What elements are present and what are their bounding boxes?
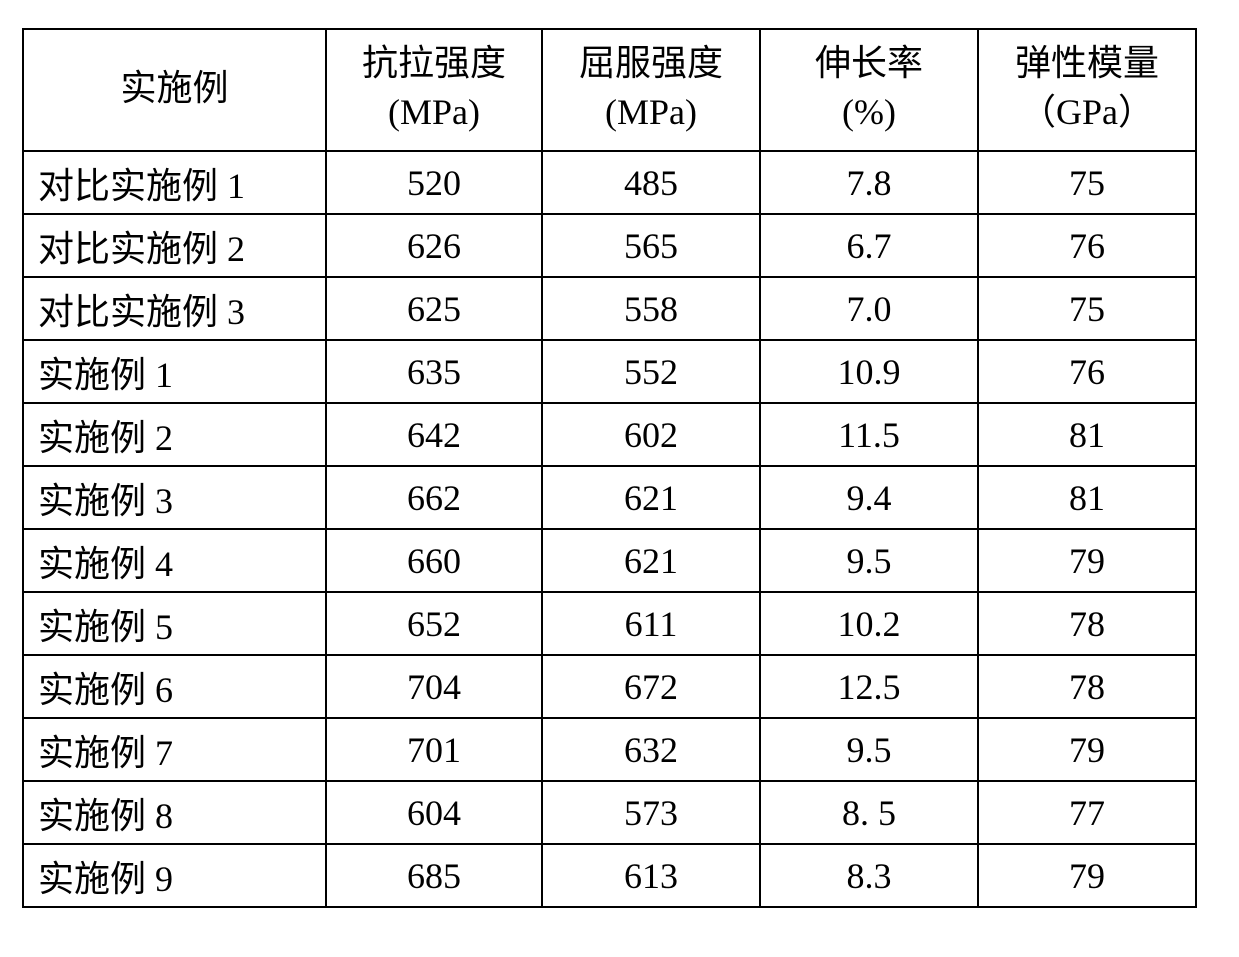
cell-yield: 611 — [542, 592, 760, 655]
cell-modulus: 76 — [978, 340, 1196, 403]
table-row: 实施例 565261110.278 — [23, 592, 1196, 655]
cell-tensile: 701 — [326, 718, 542, 781]
header-example-line1: 实施例 — [28, 64, 321, 113]
cell-tensile: 685 — [326, 844, 542, 907]
table-row: 实施例 96856138.379 — [23, 844, 1196, 907]
cell-tensile: 635 — [326, 340, 542, 403]
cell-yield: 485 — [542, 151, 760, 214]
cell-tensile: 660 — [326, 529, 542, 592]
table-row: 对比实施例 15204857.875 — [23, 151, 1196, 214]
cell-elong: 10.2 — [760, 592, 978, 655]
cell-elong: 6.7 — [760, 214, 978, 277]
cell-yield: 602 — [542, 403, 760, 466]
cell-yield: 565 — [542, 214, 760, 277]
cell-yield: 573 — [542, 781, 760, 844]
header-modulus-line2: （GPa） — [983, 88, 1191, 137]
cell-modulus: 75 — [978, 277, 1196, 340]
cell-modulus: 78 — [978, 592, 1196, 655]
cell-label: 实施例 1 — [23, 340, 326, 403]
cell-tensile: 662 — [326, 466, 542, 529]
cell-modulus: 77 — [978, 781, 1196, 844]
cell-tensile: 520 — [326, 151, 542, 214]
header-row: 实施例 抗拉强度(MPa) 屈服强度(MPa) 伸长率(%) 弹性模量（GPa） — [23, 29, 1196, 151]
cell-label: 实施例 2 — [23, 403, 326, 466]
cell-modulus: 78 — [978, 655, 1196, 718]
cell-label: 实施例 8 — [23, 781, 326, 844]
cell-elong: 12.5 — [760, 655, 978, 718]
table-body: 对比实施例 15204857.875 对比实施例 26265656.776 对比… — [23, 151, 1196, 907]
cell-elong: 10.9 — [760, 340, 978, 403]
cell-yield: 621 — [542, 466, 760, 529]
cell-elong: 9.5 — [760, 529, 978, 592]
header-example: 实施例 — [23, 29, 326, 151]
header-modulus: 弹性模量（GPa） — [978, 29, 1196, 151]
header-tensile: 抗拉强度(MPa) — [326, 29, 542, 151]
cell-label: 实施例 3 — [23, 466, 326, 529]
header-tensile-line2: (MPa) — [331, 88, 537, 137]
material-properties-table: 实施例 抗拉强度(MPa) 屈服强度(MPa) 伸长率(%) 弹性模量（GPa）… — [22, 28, 1197, 908]
cell-label: 对比实施例 1 — [23, 151, 326, 214]
table-row: 实施例 163555210.976 — [23, 340, 1196, 403]
cell-elong: 8.3 — [760, 844, 978, 907]
table-row: 实施例 670467212.578 — [23, 655, 1196, 718]
cell-modulus: 75 — [978, 151, 1196, 214]
cell-yield: 621 — [542, 529, 760, 592]
cell-elong: 9.5 — [760, 718, 978, 781]
cell-modulus: 79 — [978, 844, 1196, 907]
cell-tensile: 642 — [326, 403, 542, 466]
table-row: 实施例 86045738. 577 — [23, 781, 1196, 844]
header-elong: 伸长率(%) — [760, 29, 978, 151]
table-row: 实施例 264260211.581 — [23, 403, 1196, 466]
cell-modulus: 81 — [978, 466, 1196, 529]
cell-tensile: 604 — [326, 781, 542, 844]
cell-label: 实施例 4 — [23, 529, 326, 592]
header-modulus-line1: 弹性模量 — [983, 39, 1191, 88]
cell-yield: 632 — [542, 718, 760, 781]
header-elong-line1: 伸长率 — [765, 39, 973, 88]
cell-tensile: 704 — [326, 655, 542, 718]
header-yield: 屈服强度(MPa) — [542, 29, 760, 151]
header-tensile-line1: 抗拉强度 — [331, 39, 537, 88]
header-elong-line2: (%) — [765, 88, 973, 137]
cell-label: 实施例 5 — [23, 592, 326, 655]
table-row: 对比实施例 36255587.075 — [23, 277, 1196, 340]
cell-label: 实施例 9 — [23, 844, 326, 907]
cell-label: 对比实施例 2 — [23, 214, 326, 277]
cell-label: 实施例 7 — [23, 718, 326, 781]
cell-tensile: 626 — [326, 214, 542, 277]
cell-elong: 7.8 — [760, 151, 978, 214]
table-row: 对比实施例 26265656.776 — [23, 214, 1196, 277]
cell-label: 对比实施例 3 — [23, 277, 326, 340]
cell-yield: 558 — [542, 277, 760, 340]
cell-elong: 8. 5 — [760, 781, 978, 844]
cell-modulus: 81 — [978, 403, 1196, 466]
cell-label: 实施例 6 — [23, 655, 326, 718]
header-yield-line2: (MPa) — [547, 88, 755, 137]
cell-yield: 613 — [542, 844, 760, 907]
cell-elong: 11.5 — [760, 403, 978, 466]
cell-modulus: 79 — [978, 718, 1196, 781]
cell-elong: 7.0 — [760, 277, 978, 340]
table-row: 实施例 77016329.579 — [23, 718, 1196, 781]
cell-modulus: 76 — [978, 214, 1196, 277]
header-yield-line1: 屈服强度 — [547, 39, 755, 88]
cell-modulus: 79 — [978, 529, 1196, 592]
cell-yield: 552 — [542, 340, 760, 403]
table-container: 实施例 抗拉强度(MPa) 屈服强度(MPa) 伸长率(%) 弹性模量（GPa）… — [0, 0, 1219, 936]
cell-tensile: 625 — [326, 277, 542, 340]
cell-yield: 672 — [542, 655, 760, 718]
table-row: 实施例 46606219.579 — [23, 529, 1196, 592]
table-row: 实施例 36626219.481 — [23, 466, 1196, 529]
cell-tensile: 652 — [326, 592, 542, 655]
cell-elong: 9.4 — [760, 466, 978, 529]
